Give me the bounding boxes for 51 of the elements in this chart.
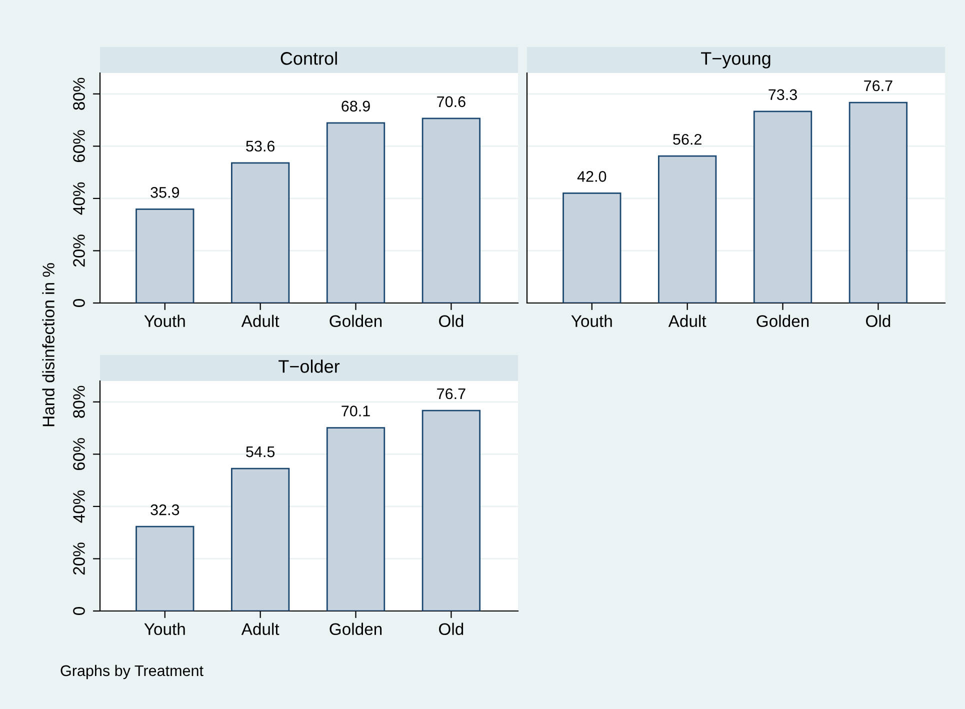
x-tick-label: Golden <box>756 314 809 328</box>
chart-title: T−young <box>701 52 770 68</box>
y-tick-label: 80% <box>73 78 85 110</box>
x-tick-label: Golden <box>330 622 382 636</box>
y-axis-title: Hand disinfection in % <box>42 263 54 426</box>
bar <box>848 102 908 303</box>
bar <box>658 155 717 303</box>
data-label: 73.3 <box>768 89 797 100</box>
x-tick-label: Youth <box>144 314 185 328</box>
x-tick-label: Adult <box>241 314 280 328</box>
data-label: 53.6 <box>246 140 275 152</box>
data-label: 42.0 <box>577 171 606 182</box>
data-label: 35.9 <box>150 187 180 198</box>
bar <box>136 208 194 303</box>
bar <box>326 427 386 611</box>
data-label: 54.5 <box>246 446 275 458</box>
bar <box>422 410 481 611</box>
y-tick-label: 0 <box>73 607 85 615</box>
y-tick-label: 40% <box>73 182 85 215</box>
x-tick-label: Old <box>439 314 464 328</box>
bar <box>422 118 481 303</box>
x-tick-label: Adult <box>668 314 706 328</box>
y-tick-label: 20% <box>73 542 85 575</box>
data-label: 70.1 <box>342 406 370 416</box>
chart-title: Control <box>280 52 337 65</box>
y-tick-label: 20% <box>73 234 85 267</box>
bar <box>231 468 290 611</box>
bar <box>231 162 290 303</box>
x-tick-label: Youth <box>144 622 185 636</box>
chart-title: T−older <box>278 360 340 373</box>
bar <box>562 192 622 303</box>
x-tick-label: Youth <box>571 314 612 328</box>
x-tick-label: Adult <box>241 622 280 636</box>
text: Graphs by Treatment <box>60 664 204 680</box>
x-tick-label: Golden <box>330 314 382 328</box>
x-tick-label: Old <box>866 314 890 328</box>
data-label: 68.9 <box>342 100 370 112</box>
bar <box>753 110 812 303</box>
bar <box>136 526 194 611</box>
x-tick-label: Old <box>439 622 464 636</box>
data-label: 32.3 <box>150 504 180 516</box>
y-tick-label: 80% <box>73 386 85 418</box>
y-tick-label: 60% <box>73 438 85 470</box>
data-label: 76.7 <box>437 388 466 400</box>
y-tick-label: 0 <box>73 299 85 307</box>
y-tick-label: 40% <box>73 490 85 523</box>
y-tick-label: 60% <box>73 130 85 162</box>
bar <box>326 122 386 303</box>
data-label: 70.6 <box>437 96 466 108</box>
data-label: 56.2 <box>673 134 702 145</box>
data-label: 76.7 <box>864 80 892 92</box>
